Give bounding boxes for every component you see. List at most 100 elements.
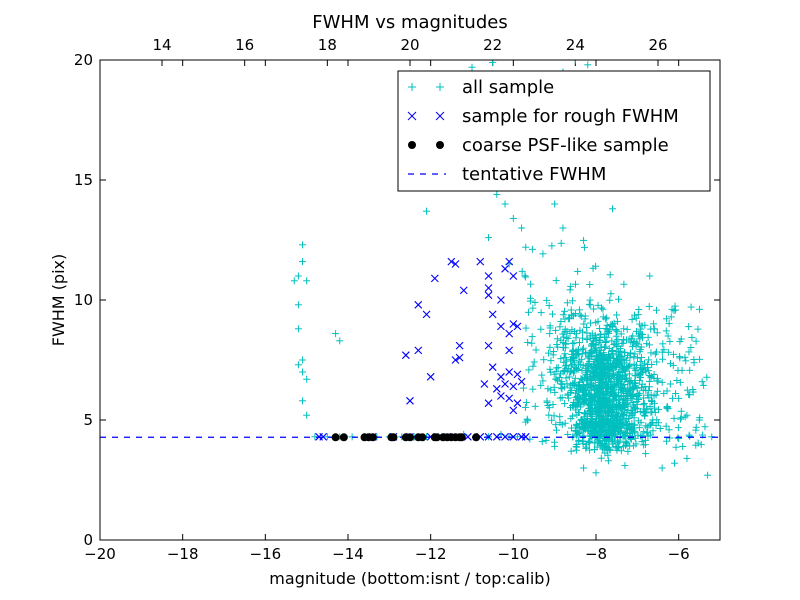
all-sample-point	[557, 355, 565, 363]
all-sample-point	[543, 296, 551, 304]
all-sample-point	[675, 353, 683, 361]
all-sample-point	[600, 369, 608, 377]
all-sample-point	[697, 441, 705, 449]
all-sample-point	[572, 334, 580, 342]
rough-sample-point	[488, 363, 497, 372]
all-sample-point	[588, 330, 596, 338]
all-sample-point	[616, 423, 624, 431]
rough-sample-point	[492, 432, 501, 441]
all-sample-point	[601, 363, 609, 371]
y-tick-label: 0	[83, 531, 93, 549]
all-sample-point	[616, 437, 624, 445]
all-sample-point	[618, 353, 626, 361]
all-sample-point	[553, 335, 561, 343]
all-sample-point	[509, 214, 517, 222]
all-sample-point	[653, 329, 661, 337]
all-sample-point	[583, 335, 591, 343]
all-sample-point	[660, 346, 668, 354]
all-sample-point	[552, 375, 560, 383]
rough-sample-point	[476, 257, 485, 266]
all-sample-point	[611, 382, 619, 390]
all-sample-point	[556, 370, 564, 378]
all-sample-point	[586, 281, 594, 289]
all-sample-point	[530, 358, 538, 366]
all-sample-point	[649, 427, 657, 435]
all-sample-point	[605, 351, 613, 359]
all-sample-point	[641, 441, 649, 449]
all-sample-point	[561, 350, 569, 358]
all-sample-point	[606, 271, 614, 279]
all-sample-point	[580, 236, 588, 244]
all-sample-point	[564, 430, 572, 438]
all-sample-point	[584, 360, 592, 368]
all-sample-point	[617, 413, 625, 421]
rough-sample-point	[426, 372, 435, 381]
rough-sample-point	[406, 396, 414, 405]
all-sample-point	[556, 323, 564, 331]
all-sample-point	[620, 365, 628, 373]
all-sample-point	[600, 419, 608, 427]
all-sample-point	[589, 394, 597, 402]
all-sample-point	[569, 339, 577, 347]
all-sample-point	[683, 386, 691, 394]
all-sample-point	[614, 351, 622, 359]
rough-sample-point	[480, 380, 489, 388]
x-tick-label: −10	[498, 545, 530, 563]
all-sample-point	[682, 357, 690, 365]
all-sample-point	[650, 325, 658, 333]
all-sample-point	[564, 334, 572, 342]
all-sample-point	[583, 324, 591, 332]
x-tick-label: −6	[668, 545, 690, 563]
all-sample-point	[559, 330, 567, 338]
all-sample-point	[654, 377, 662, 385]
all-sample-point	[589, 422, 597, 430]
all-sample-point	[538, 371, 546, 379]
all-sample-point	[561, 325, 569, 333]
all-sample-point	[593, 385, 601, 393]
y-axis-label: FWHM (pix)	[49, 254, 68, 347]
all-sample-point	[562, 361, 570, 369]
all-sample-point	[683, 411, 691, 419]
legend-label: tentative FWHM	[462, 164, 606, 185]
legend-marker	[436, 141, 444, 149]
all-sample-point	[602, 442, 610, 450]
rough-sample-point	[497, 322, 505, 331]
all-sample-point	[692, 337, 700, 345]
all-sample-point	[336, 337, 344, 345]
all-sample-point	[549, 310, 557, 318]
all-sample-point	[571, 374, 579, 382]
all-sample-point	[580, 432, 588, 440]
all-sample-point	[522, 243, 530, 251]
all-sample-point	[592, 334, 600, 342]
all-sample-point	[423, 207, 431, 215]
all-sample-point	[628, 420, 636, 428]
all-sample-point	[294, 301, 302, 309]
all-sample-point	[586, 296, 594, 304]
all-sample-point	[574, 392, 582, 400]
all-sample-point	[518, 224, 526, 232]
all-sample-point	[551, 388, 559, 396]
all-sample-point	[603, 416, 611, 424]
all-sample-point	[647, 349, 655, 357]
all-sample-point	[610, 319, 618, 327]
all-sample-point	[621, 462, 629, 470]
all-sample-point	[590, 305, 598, 313]
all-sample-point	[620, 280, 628, 288]
all-sample-point	[685, 323, 693, 331]
all-sample-point	[616, 385, 624, 393]
all-sample-point	[686, 366, 694, 374]
plot-frame	[99, 59, 721, 541]
all-sample-point	[677, 414, 685, 422]
x-tick-label: −14	[332, 545, 364, 563]
all-sample-point	[603, 378, 611, 386]
all-sample-point	[544, 401, 552, 409]
all-sample-point	[593, 407, 601, 415]
all-sample-point	[653, 358, 661, 366]
all-sample-point	[561, 419, 569, 427]
all-sample-point	[622, 441, 630, 449]
all-sample-point	[647, 420, 655, 428]
all-sample-point	[551, 442, 559, 450]
all-sample-point	[559, 224, 567, 232]
all-sample-point	[590, 364, 598, 372]
all-sample-point	[574, 267, 582, 275]
